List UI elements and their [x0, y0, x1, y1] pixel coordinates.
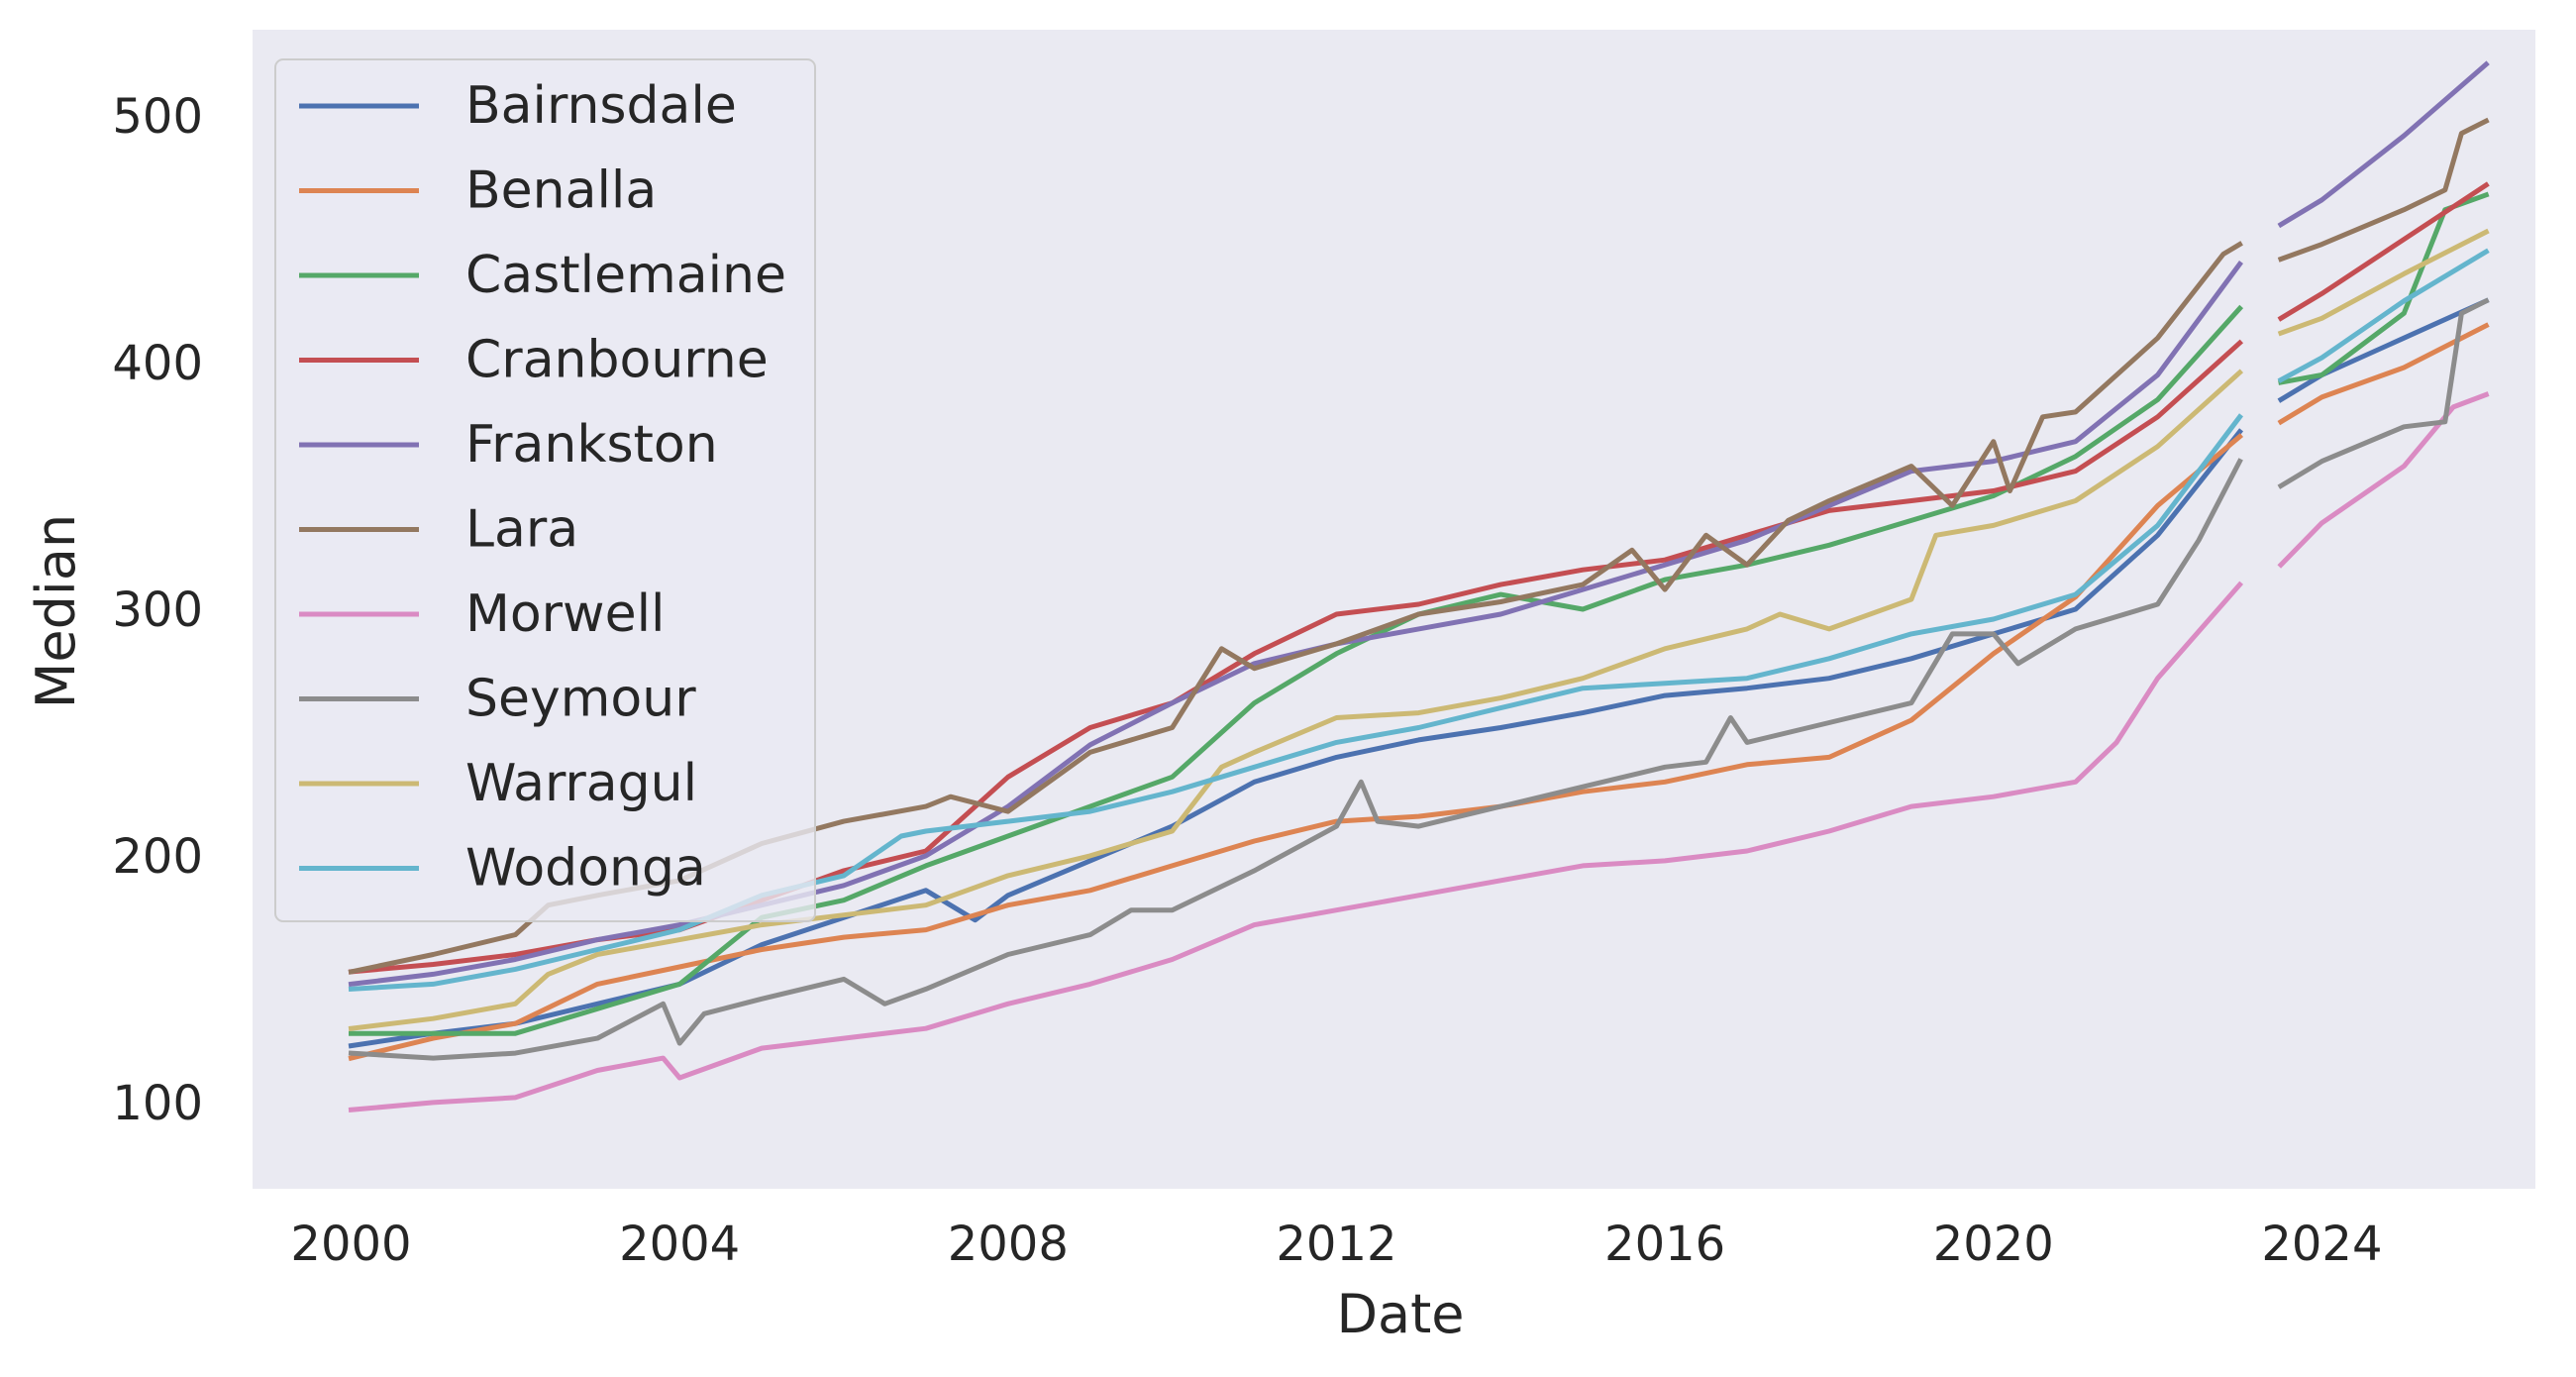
series-line-benalla: [348, 433, 2244, 1062]
y-tick-label: 100: [112, 1076, 203, 1131]
legend-label-cranbourne: Cranbourne: [465, 331, 769, 390]
series-line-morwell: [348, 581, 2244, 1113]
x-tick-label: 2004: [619, 1217, 740, 1272]
series-lines: [348, 60, 2490, 1113]
series-line-wodonga-forecast: [2277, 248, 2490, 383]
legend-label-wodonga: Wodonga: [465, 839, 706, 899]
legend-label-morwell: Morwell: [465, 584, 665, 644]
legend-label-frankston: Frankston: [465, 415, 718, 475]
legend: Bairnsdale Benalla Castlemaine Cranbourne Fr…: [274, 58, 816, 922]
legend-label-seymour: Seymour: [465, 670, 696, 729]
x-axis-label: Date: [1336, 1283, 1464, 1345]
y-axis-label: Median: [25, 514, 87, 708]
x-tick-label: 2008: [948, 1217, 1069, 1272]
series-line-morwell-forecast: [2277, 391, 2490, 569]
legend-label-lara: Lara: [465, 500, 578, 560]
legend-label-bairnsdale: Bairnsdale: [465, 76, 737, 136]
series-line-castlemaine: [349, 304, 2244, 1036]
series-line-warragul: [348, 369, 2244, 1031]
series-line-warragul-forecast: [2277, 228, 2490, 337]
y-tick-label: 500: [112, 89, 203, 145]
y-tick-label: 200: [112, 829, 203, 885]
y-tick-label: 300: [112, 583, 203, 638]
series-line-bairnsdale-forecast: [2277, 297, 2490, 403]
x-tick-label: 2016: [1604, 1217, 1725, 1272]
y-axis-ticks: 100 200 300 400 500: [112, 89, 203, 1131]
legend-label-benalla: Benalla: [465, 161, 657, 221]
x-axis-ticks: 2000 2004 2008 2012 2016 2020 2024: [290, 1217, 2382, 1272]
series-line-lara-forecast: [2277, 117, 2490, 263]
series-line-benalla-forecast: [2277, 322, 2490, 426]
x-tick-label: 2024: [2261, 1217, 2382, 1272]
series-line-seymour: [348, 458, 2243, 1061]
series-line-frankston-forecast: [2277, 60, 2490, 229]
legend-label-warragul: Warragul: [465, 754, 697, 813]
series-line-seymour-forecast: [2277, 297, 2490, 489]
legend-label-castlemaine: Castlemaine: [465, 246, 786, 305]
x-tick-label: 2012: [1276, 1217, 1396, 1272]
series-line-wodonga: [348, 413, 2244, 993]
x-tick-label: 2020: [1933, 1217, 2054, 1272]
y-tick-label: 400: [112, 336, 203, 391]
series-line-cranbourne-forecast: [2277, 181, 2490, 322]
x-tick-label: 2000: [290, 1217, 411, 1272]
